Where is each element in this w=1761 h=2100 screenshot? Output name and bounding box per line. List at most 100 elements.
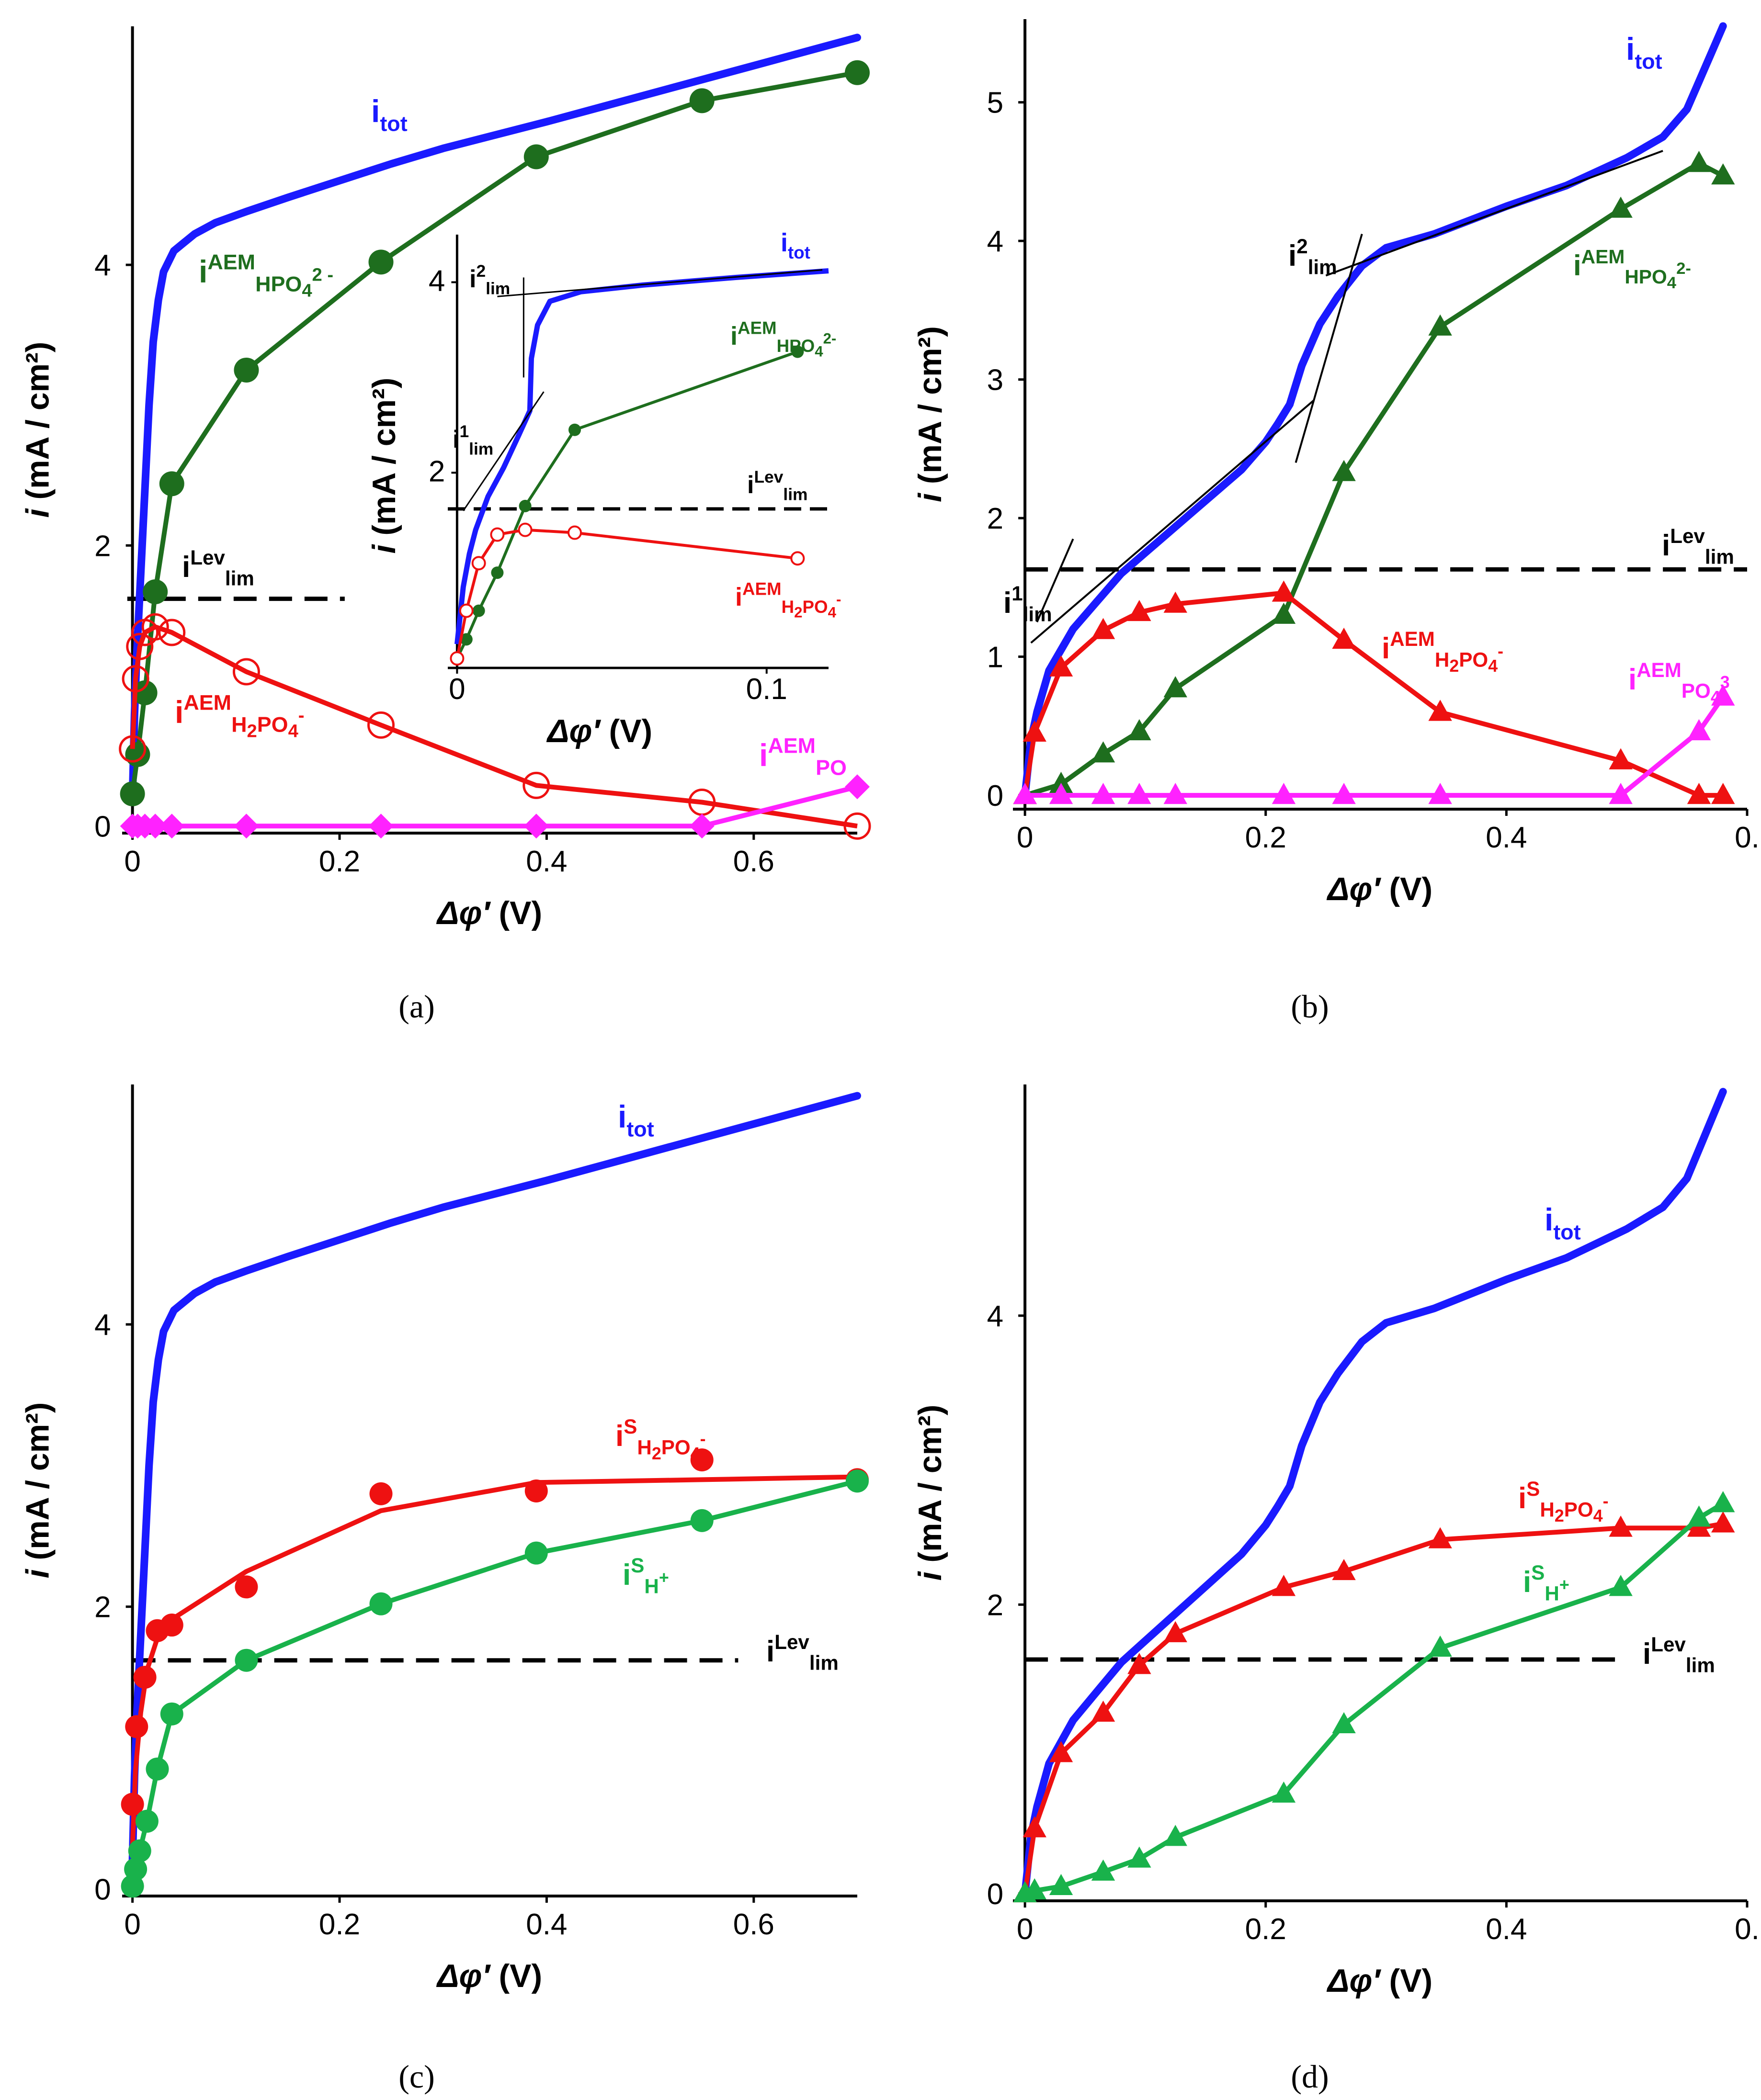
x-axis-label: Δφ′ (V)	[1326, 1963, 1432, 1999]
data-point	[519, 499, 532, 512]
data-point	[1332, 783, 1356, 804]
label-itot: itot	[371, 93, 408, 135]
inset-y-axis-label: i (mA / cm²)	[366, 378, 402, 554]
data-point	[1127, 719, 1151, 741]
data-point	[1687, 151, 1711, 172]
y-tick-label: 0	[987, 779, 1003, 813]
data-point	[791, 345, 804, 358]
tangent-2b	[1325, 150, 1663, 277]
x-tick-label: 0	[1017, 1913, 1033, 1946]
data-point	[1049, 1741, 1073, 1762]
data-point	[1049, 1874, 1073, 1896]
data-point	[1127, 1846, 1151, 1868]
series-line-2	[130, 1479, 858, 1887]
data-point	[491, 566, 504, 579]
series-line-tot	[1021, 1088, 1727, 1897]
inset-label-hpo4: iAEMHPO42-	[730, 318, 836, 360]
y-axis-label: i (mA / cm²)	[912, 1405, 948, 1581]
series-line-tot	[128, 34, 861, 802]
data-point	[1272, 602, 1296, 624]
data-point	[122, 665, 149, 693]
inset-label-ilim1: i1lim	[453, 422, 493, 458]
y-tick-label: 4	[987, 1300, 1003, 1333]
data-point	[141, 613, 169, 641]
data-point	[1049, 783, 1073, 804]
label-hplus: iSH+	[1523, 1561, 1569, 1604]
label-ilim-lev: iLevlim	[1662, 525, 1734, 568]
data-point	[1609, 1515, 1633, 1537]
data-point	[1428, 783, 1452, 804]
data-point	[1272, 580, 1296, 602]
chart-panel-c: 0 0.2 0.4 0.6 0 2 4 Δφ′ (V) i (mA / cm²) itot iSH2…	[20, 1084, 869, 1994]
data-point	[460, 633, 473, 646]
data-point	[1332, 460, 1356, 481]
data-point	[1711, 163, 1735, 185]
data-point	[146, 1757, 169, 1781]
label-h2po4: iSH2PO4-	[615, 1415, 706, 1463]
data-point	[524, 1479, 548, 1502]
data-point	[1609, 1575, 1633, 1596]
data-point	[368, 813, 394, 839]
x-tick-label: 0.2	[1245, 821, 1286, 854]
data-point	[1023, 1816, 1046, 1838]
caption-a: (a)	[398, 988, 434, 1025]
data-point	[143, 579, 168, 604]
data-point	[126, 632, 154, 660]
inset-label-h2po4: iAEMH2PO4-	[735, 579, 841, 621]
y-tick-label: 4	[987, 225, 1003, 258]
data-point	[845, 60, 870, 85]
caption-b: (b)	[1291, 988, 1329, 1025]
x-tick-label: 0	[1017, 821, 1033, 854]
label-hplus: iSH+	[623, 1554, 669, 1597]
label-h2po4: iSH2PO4-	[1518, 1478, 1609, 1525]
data-point	[124, 1857, 148, 1881]
data-point	[471, 556, 486, 571]
label-ilim2: i2lim	[1288, 235, 1337, 278]
x-tick-label: 0.6	[733, 1908, 774, 1941]
data-point	[1091, 618, 1115, 639]
label-hpo4: iAEMHPO42-	[1573, 246, 1691, 292]
data-point	[367, 711, 395, 739]
data-point	[1428, 1635, 1452, 1657]
data-point	[235, 1648, 258, 1672]
y-tick-label: 2	[987, 1589, 1003, 1622]
data-point	[689, 88, 715, 113]
data-point	[369, 1482, 393, 1505]
x-tick-label: 0.2	[319, 1908, 360, 1941]
y-tick-label: 2	[94, 530, 111, 563]
data-point	[1711, 684, 1735, 706]
data-point	[133, 1666, 157, 1689]
data-point	[159, 471, 184, 497]
data-point	[128, 1839, 151, 1863]
y-tick-label: 0	[94, 1873, 111, 1906]
data-point	[845, 774, 870, 800]
inset-series-line-0	[454, 268, 829, 644]
x-tick-label: 0	[124, 1908, 140, 1941]
data-point	[1687, 719, 1711, 741]
x-tick-label: 0.	[1735, 821, 1760, 854]
inset-label-ilim-lev: iLevlim	[747, 468, 807, 504]
data-point	[160, 1702, 183, 1726]
inset-x-tick-label: 0	[449, 673, 465, 706]
x-tick-label: 0.2	[1245, 1913, 1286, 1946]
y-axis-label: i (mA / cm²)	[20, 1402, 56, 1579]
series-line-1	[130, 70, 858, 794]
label-itot: itot	[1626, 31, 1662, 73]
x-tick-label: 0.4	[526, 845, 567, 878]
y-tick-label: 2	[987, 502, 1003, 535]
y-tick-label: 2	[94, 1591, 111, 1624]
data-point	[1163, 1621, 1187, 1642]
chart-panel-d: 0 0.2 0.4 0. 0 2 4 Δφ′ (V) i (mA / cm²) itot iSH2P…	[912, 1084, 1760, 1999]
x-tick-label: 0.	[1735, 1913, 1760, 1946]
data-point	[690, 1509, 714, 1532]
caption-c: (c)	[398, 2058, 434, 2095]
data-point	[125, 742, 150, 767]
data-point	[523, 813, 549, 839]
data-point	[1711, 783, 1735, 804]
data-point	[690, 1448, 714, 1472]
data-point	[1609, 196, 1633, 218]
label-itot: itot	[618, 1099, 654, 1141]
data-point	[235, 1575, 258, 1599]
data-point	[120, 781, 145, 806]
data-point	[1163, 783, 1187, 804]
